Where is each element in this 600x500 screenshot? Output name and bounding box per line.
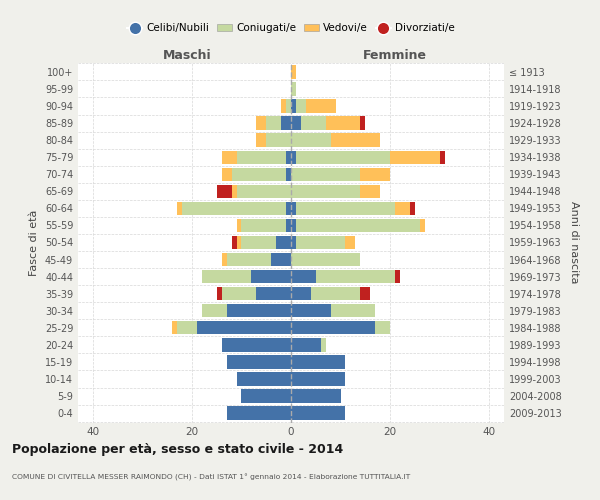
Y-axis label: Anni di nascita: Anni di nascita xyxy=(569,201,578,284)
Bar xyxy=(395,202,410,215)
Bar xyxy=(241,219,286,232)
Bar xyxy=(296,150,390,164)
Text: Popolazione per età, sesso e stato civile - 2014: Popolazione per età, sesso e stato civil… xyxy=(12,442,343,456)
Bar xyxy=(286,219,291,232)
Bar xyxy=(236,150,286,164)
Bar xyxy=(326,116,361,130)
Bar xyxy=(202,304,227,318)
Bar xyxy=(291,406,346,420)
Y-axis label: Fasce di età: Fasce di età xyxy=(29,210,39,276)
Bar xyxy=(361,184,380,198)
Bar xyxy=(291,219,296,232)
Bar xyxy=(296,100,306,112)
Bar xyxy=(177,202,182,215)
Bar xyxy=(271,253,291,266)
Bar xyxy=(316,270,395,283)
Bar xyxy=(291,338,321,351)
Bar xyxy=(420,219,425,232)
Bar xyxy=(256,116,266,130)
Bar xyxy=(291,82,296,96)
Bar xyxy=(172,321,177,334)
Bar xyxy=(291,150,296,164)
Bar xyxy=(331,134,380,147)
Bar xyxy=(390,150,440,164)
Bar xyxy=(291,236,296,249)
Text: Femmine: Femmine xyxy=(363,48,427,62)
Bar xyxy=(291,253,361,266)
Bar xyxy=(375,321,390,334)
Bar xyxy=(177,321,197,334)
Bar xyxy=(291,65,296,78)
Bar xyxy=(286,168,291,181)
Bar xyxy=(291,321,375,334)
Bar xyxy=(291,356,346,368)
Bar xyxy=(291,390,341,402)
Bar xyxy=(291,168,361,181)
Bar xyxy=(306,100,335,112)
Bar xyxy=(232,184,236,198)
Bar xyxy=(221,338,291,351)
Bar xyxy=(276,236,291,249)
Bar xyxy=(251,270,291,283)
Text: Maschi: Maschi xyxy=(163,48,211,62)
Bar xyxy=(266,134,291,147)
Bar xyxy=(291,202,296,215)
Bar xyxy=(301,116,326,130)
Bar xyxy=(227,356,291,368)
Bar xyxy=(321,338,326,351)
Bar xyxy=(331,304,375,318)
Text: COMUNE DI CIVITELLA MESSER RAIMONDO (CH) - Dati ISTAT 1° gennaio 2014 - Elaboraz: COMUNE DI CIVITELLA MESSER RAIMONDO (CH)… xyxy=(12,474,410,481)
Bar xyxy=(395,270,400,283)
Bar xyxy=(236,236,241,249)
Legend: Celibi/Nubili, Coniugati/e, Vedovi/e, Divorziati/e: Celibi/Nubili, Coniugati/e, Vedovi/e, Di… xyxy=(123,19,459,38)
Bar xyxy=(256,287,291,300)
Bar xyxy=(296,202,395,215)
Bar xyxy=(236,219,241,232)
Bar xyxy=(291,184,361,198)
Bar xyxy=(291,304,331,318)
Bar xyxy=(296,236,346,249)
Bar xyxy=(346,236,355,249)
Bar xyxy=(241,390,291,402)
Bar xyxy=(256,134,266,147)
Bar xyxy=(361,116,365,130)
Bar xyxy=(286,100,291,112)
Bar xyxy=(311,287,361,300)
Bar xyxy=(281,100,286,112)
Bar xyxy=(286,202,291,215)
Bar xyxy=(197,321,291,334)
Bar xyxy=(236,184,291,198)
Bar xyxy=(221,287,256,300)
Bar xyxy=(291,134,331,147)
Bar xyxy=(221,150,236,164)
Bar xyxy=(440,150,445,164)
Bar xyxy=(410,202,415,215)
Bar xyxy=(291,116,301,130)
Bar xyxy=(361,168,390,181)
Bar xyxy=(291,287,311,300)
Bar xyxy=(232,168,286,181)
Bar xyxy=(286,150,291,164)
Bar xyxy=(266,116,281,130)
Bar xyxy=(227,253,271,266)
Bar xyxy=(281,116,291,130)
Bar xyxy=(217,184,232,198)
Bar xyxy=(236,372,291,386)
Bar xyxy=(361,287,370,300)
Bar xyxy=(221,253,227,266)
Bar xyxy=(182,202,286,215)
Bar xyxy=(296,219,420,232)
Bar xyxy=(227,406,291,420)
Bar xyxy=(291,100,296,112)
Bar xyxy=(202,270,251,283)
Bar xyxy=(291,270,316,283)
Bar xyxy=(227,304,291,318)
Bar xyxy=(232,236,236,249)
Bar xyxy=(217,287,221,300)
Bar xyxy=(241,236,276,249)
Bar xyxy=(221,168,232,181)
Bar xyxy=(291,372,346,386)
